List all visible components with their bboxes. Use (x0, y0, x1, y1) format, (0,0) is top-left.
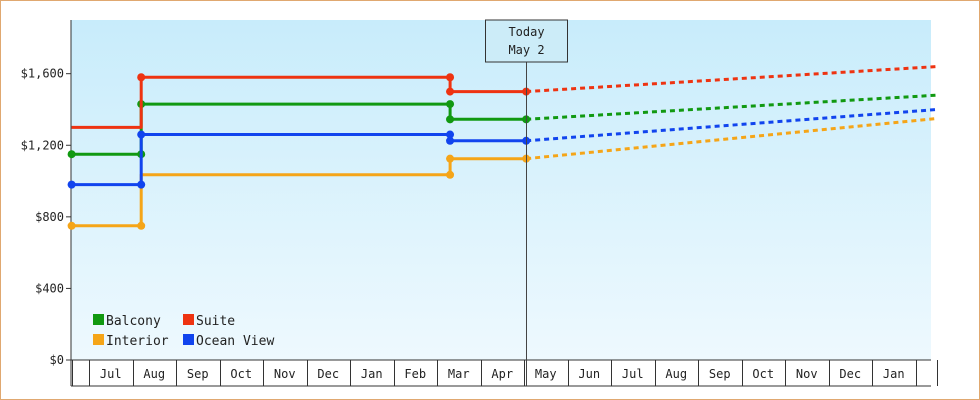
y-tick-label: $400 (35, 281, 64, 295)
series-line-balcony (71, 102, 527, 156)
x-tick-label: Jun (578, 367, 600, 381)
today-label: Today (508, 25, 544, 39)
x-tick-label: Dec (839, 367, 861, 381)
legend-label-balcony: Balcony (106, 314, 161, 329)
y-tick-label: $1,600 (21, 67, 64, 81)
series-line-suite (71, 75, 527, 129)
x-tick-label: Feb (404, 367, 426, 381)
y-tick-label: $800 (35, 210, 64, 224)
series-forecast-ocean-view (526, 107, 938, 143)
legend-label-interior: Interior (106, 334, 169, 349)
data-point-balcony (67, 150, 76, 159)
x-tick-label: Sep (709, 367, 731, 381)
data-point-balcony (446, 100, 455, 109)
x-tick-label: Oct (752, 367, 774, 381)
y-tick-label: $1,200 (21, 138, 64, 152)
x-tick-label: Jan (361, 367, 383, 381)
data-point-interior (67, 221, 76, 230)
series-forecast-interior (526, 116, 938, 161)
data-point-ocean-view (137, 180, 146, 189)
x-tick-label: Jul (100, 367, 122, 381)
data-point-ocean-view (446, 130, 455, 139)
legend-label-suite: Suite (196, 314, 235, 329)
legend-swatch-suite (183, 314, 194, 325)
x-tick-label: Oct (230, 367, 252, 381)
x-tick-label: Apr (491, 367, 513, 381)
legend-swatch-balcony (93, 314, 104, 325)
series-forecast-balcony (526, 93, 938, 121)
data-point-interior (446, 154, 455, 163)
x-tick-label: Jul (622, 367, 644, 381)
x-tick-label: Mar (448, 367, 470, 381)
data-point-ocean-view (446, 136, 455, 145)
data-point-suite (446, 73, 455, 82)
data-point-interior (137, 221, 146, 230)
x-tick-label: Nov (796, 367, 818, 381)
today-date: May 2 (508, 43, 544, 57)
data-point-ocean-view (67, 180, 76, 189)
x-tick-label: Aug (143, 367, 165, 381)
x-tick-label: Dec (317, 367, 339, 381)
today-box (485, 19, 568, 63)
x-tick-label: Nov (274, 367, 296, 381)
y-tick-label: $0 (50, 353, 64, 367)
x-tick-label: Jan (883, 367, 905, 381)
series-forecast-suite (526, 65, 938, 94)
series-line-interior (71, 157, 527, 228)
data-point-interior (446, 170, 455, 179)
legend-swatch-interior (93, 334, 104, 345)
x-tick-label: May (535, 367, 557, 381)
x-tick-label: Aug (665, 367, 687, 381)
data-point-suite (446, 87, 455, 96)
data-point-ocean-view (137, 130, 146, 139)
x-tick-label: Sep (187, 367, 209, 381)
legend-label-ocean-view: Ocean View (196, 334, 274, 349)
data-point-balcony (446, 115, 455, 124)
plot-area (71, 20, 931, 360)
data-point-suite (137, 73, 146, 82)
series-line-ocean-view (71, 133, 527, 187)
legend-swatch-ocean-view (183, 334, 194, 345)
